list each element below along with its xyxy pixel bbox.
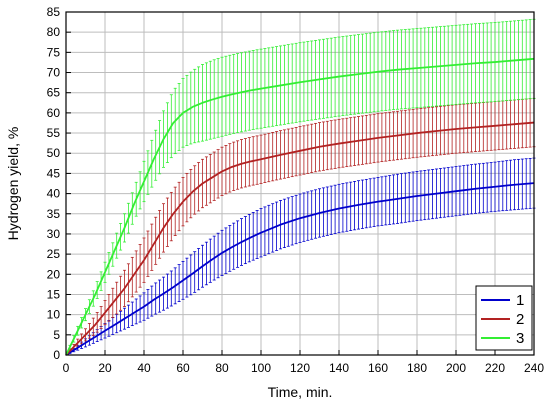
x-tick-label: 120: [290, 361, 310, 375]
y-tick-label: 10: [47, 308, 61, 322]
y-tick-label: 80: [47, 25, 61, 39]
legend: 1 2 3: [475, 285, 533, 351]
y-tick-label: 0: [53, 348, 60, 362]
y-tick-label: 75: [47, 45, 61, 59]
y-tick-label: 55: [47, 126, 61, 140]
x-tick-label: 140: [329, 361, 349, 375]
x-tick-label: 20: [98, 361, 112, 375]
y-tick-label: 35: [47, 207, 61, 221]
error-bars: [68, 18, 536, 354]
y-tick-label: 40: [47, 187, 61, 201]
x-axis-label: Time, min.: [268, 384, 333, 400]
y-tick-label: 5: [53, 328, 60, 342]
series-line-3: [65, 57, 535, 356]
x-tick-label: 0: [63, 361, 70, 375]
x-tick-label: 60: [176, 361, 190, 375]
y-tick-label: 50: [47, 146, 61, 160]
y-tick-label: 45: [47, 166, 61, 180]
series-lines: [65, 57, 535, 356]
y-axis-label: Hydrogen yield, %: [5, 127, 21, 241]
x-tick-label: 200: [446, 361, 466, 375]
y-tick-label: 60: [47, 106, 61, 120]
x-tick-label: 80: [215, 361, 229, 375]
x-tick-label: 240: [524, 361, 544, 375]
legend-label-2: 2: [516, 311, 524, 328]
x-tick-label: 100: [251, 361, 271, 375]
legend-label-1: 1: [516, 292, 524, 309]
series-line-1: [65, 182, 535, 356]
legend-label-3: 3: [516, 330, 524, 347]
y-tick-label: 15: [47, 287, 61, 301]
y-tick-label: 30: [47, 227, 61, 241]
y-tick-label: 65: [47, 86, 61, 100]
axis-ticks: 0 20 40 60 80 100 120 140 160 180 200 220 2400510152…: [47, 5, 545, 375]
y-tick-label: 25: [47, 247, 61, 261]
y-tick-label: 85: [47, 5, 61, 19]
series-line-2: [65, 121, 535, 356]
x-tick-label: 160: [368, 361, 388, 375]
x-tick-label: 180: [407, 361, 427, 375]
x-tick-label: 220: [485, 361, 505, 375]
y-tick-label: 70: [47, 66, 61, 80]
y-tick-label: 20: [47, 267, 61, 281]
x-tick-label: 40: [137, 361, 151, 375]
